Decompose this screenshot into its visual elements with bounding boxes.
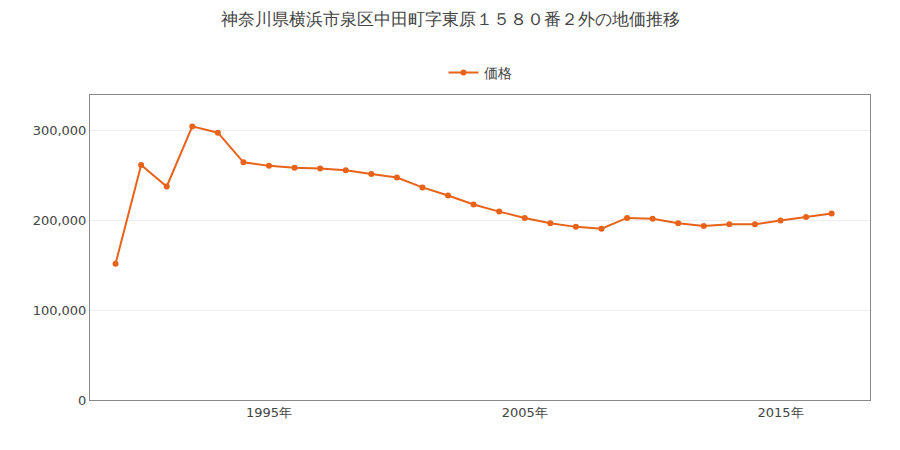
- svg-text:1995年: 1995年: [246, 405, 292, 420]
- svg-text:0: 0: [78, 393, 86, 408]
- svg-text:300,000: 300,000: [33, 123, 87, 138]
- svg-text:2015年: 2015年: [757, 405, 803, 420]
- svg-text:神奈川県横浜市泉区中田町字東原１５８０番２外の地価推移: 神奈川県横浜市泉区中田町字東原１５８０番２外の地価推移: [221, 9, 680, 29]
- svg-text:100,000: 100,000: [33, 303, 87, 318]
- svg-text:価格: 価格: [484, 65, 512, 81]
- svg-text:200,000: 200,000: [33, 213, 87, 228]
- svg-text:2005年: 2005年: [502, 405, 548, 420]
